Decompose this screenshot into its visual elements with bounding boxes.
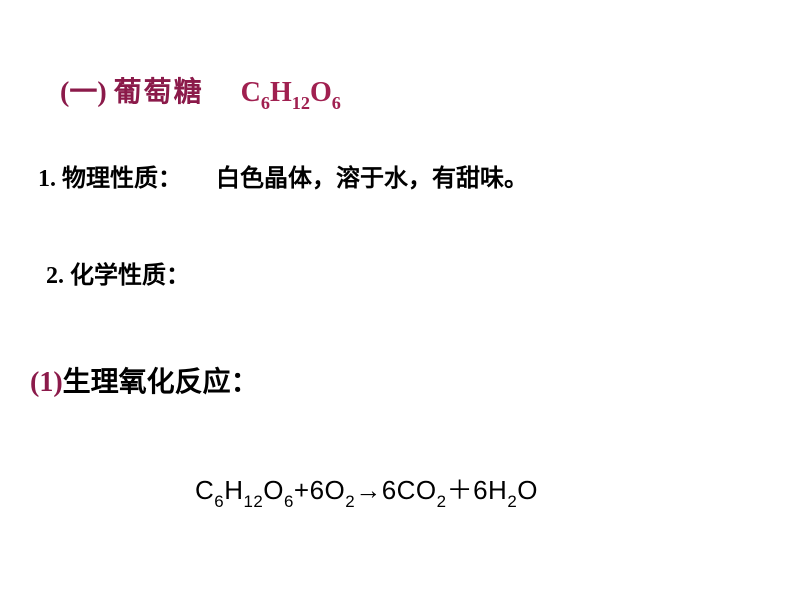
eq-c: C — [195, 475, 214, 505]
formula-h: H — [270, 77, 292, 108]
eq-h2o-sub: 2 — [507, 492, 517, 511]
eq-co2-sub: 2 — [437, 492, 447, 511]
oxidation-equation: C6H12O6+6O2→6CO2＋6H2O — [195, 470, 538, 510]
heading-prefix: (一) — [60, 77, 107, 108]
subsection-1: (1)生理氧化反应： — [30, 360, 259, 400]
eq-h2o-o: O — [517, 475, 538, 505]
heading-formula: C6H12O6 — [241, 77, 341, 108]
eq-arrow: → — [355, 475, 382, 505]
eq-h: H — [224, 475, 243, 505]
eq-h2o-h: 6H — [473, 475, 507, 505]
eq-o-sub: 6 — [284, 492, 294, 511]
formula-c-sub: 6 — [261, 93, 270, 113]
formula-c: C — [241, 77, 261, 108]
property-1-text: 白色晶体，溶于水，有甜味。 — [216, 166, 528, 192]
eq-plus-o2: +6O — [294, 475, 345, 505]
eq-lhs: C6H12O6+6O2 — [195, 475, 355, 505]
eq-o: O — [263, 475, 284, 505]
subsection-1-num: (1) — [30, 367, 63, 398]
eq-o2-sub: 2 — [345, 492, 355, 511]
eq-rhs: 6CO2＋6H2O — [382, 475, 538, 505]
property-2-label: 2. 化学性质： — [46, 263, 190, 289]
formula-o: O — [310, 77, 332, 108]
eq-c-sub: 6 — [214, 492, 224, 511]
formula-h-sub: 12 — [292, 93, 310, 113]
eq-co2: 6CO — [382, 475, 437, 505]
property-1-label: 1. 物理性质： — [38, 166, 182, 192]
subsection-1-text: 生理氧化反应： — [63, 367, 259, 398]
property-2: 2. 化学性质： — [46, 255, 190, 290]
section-heading: (一) 葡萄糖 C6H12O6 — [60, 70, 341, 113]
heading-name: 葡萄糖 — [114, 77, 204, 108]
formula-o-sub: 6 — [332, 93, 341, 113]
property-1: 1. 物理性质： 白色晶体，溶于水，有甜味。 — [38, 158, 528, 193]
eq-h-sub: 12 — [243, 492, 263, 511]
eq-plus2: ＋ — [447, 476, 474, 505]
